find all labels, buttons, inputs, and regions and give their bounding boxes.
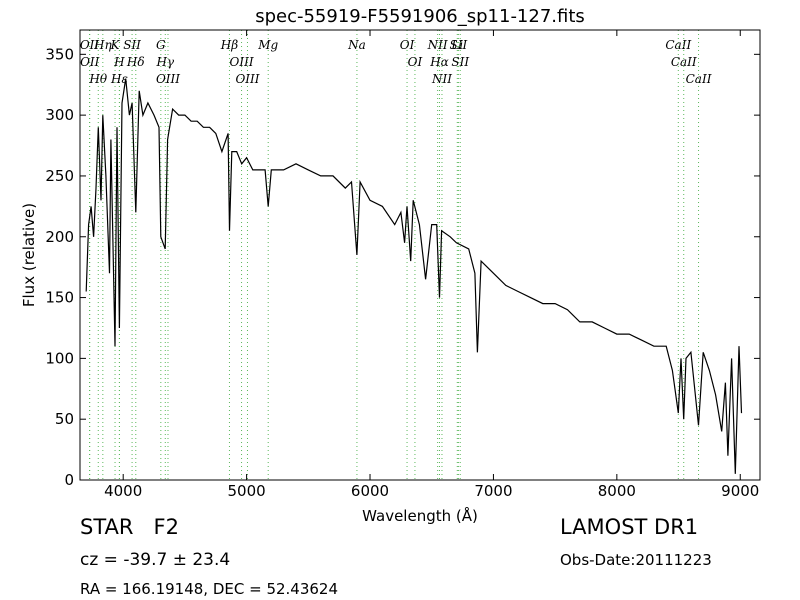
x-axis-label: Wavelength (Å) xyxy=(362,506,478,525)
line-marker-label: OIII xyxy=(156,72,180,86)
x-tick-label: 5000 xyxy=(228,482,266,500)
line-marker-label: Hγ xyxy=(155,55,174,69)
line-marker-label: Hθ xyxy=(88,72,107,86)
line-marker-label: OI xyxy=(400,38,415,52)
line-marker-label: OIII xyxy=(230,55,254,69)
chart-title: spec-55919-F5591906_sp11-127.fits xyxy=(255,6,585,27)
line-marker-label: Hα xyxy=(429,55,449,69)
line-marker-label: Na xyxy=(347,38,366,52)
cz-label: cz = -39.7 ± 23.4 xyxy=(80,550,230,570)
line-marker-label: OII xyxy=(80,55,100,69)
line-marker-label: SII xyxy=(123,38,141,52)
y-tick-label: 50 xyxy=(55,410,74,428)
y-axis-label: Flux (relative) xyxy=(20,203,38,307)
x-tick-label: 4000 xyxy=(104,482,142,500)
line-marker-label: NII xyxy=(431,72,452,86)
line-marker-label: Li xyxy=(450,38,463,52)
line-marker-label: Hη xyxy=(93,38,112,52)
line-marker-label: OI xyxy=(408,55,423,69)
line-marker-label: CaII xyxy=(665,38,691,52)
line-marker-label: G xyxy=(156,38,166,52)
line-marker-label: NII xyxy=(427,38,448,52)
line-marker-label: Hε xyxy=(110,72,128,86)
plot-frame xyxy=(79,29,761,481)
line-marker-label: CaII xyxy=(671,55,697,69)
x-tick-label: 6000 xyxy=(351,482,389,500)
x-tick-label: 7000 xyxy=(474,482,512,500)
y-tick-label: 150 xyxy=(45,289,74,307)
line-marker-label: OII xyxy=(80,38,100,52)
line-marker-label: SII xyxy=(451,55,469,69)
line-marker-label: OIII xyxy=(235,72,259,86)
y-tick-label: 300 xyxy=(45,106,74,124)
line-marker-label: Mg xyxy=(257,38,278,52)
x-tick-label: 8000 xyxy=(598,482,636,500)
date-label: Obs-Date:20111223 xyxy=(560,551,712,569)
coords-label: RA = 166.19148, DEC = 52.43624 xyxy=(80,580,338,598)
line-marker-label: CaII xyxy=(686,72,712,86)
line-marker-label: K xyxy=(110,38,121,52)
line-marker-label: SII xyxy=(450,38,468,52)
x-tick-label: 9000 xyxy=(721,482,759,500)
class-label: STAR F2 xyxy=(80,515,179,539)
line-marker-label: Hβ xyxy=(220,38,238,52)
y-tick-label: 0 xyxy=(64,471,74,489)
spectrum-line xyxy=(85,78,743,474)
y-tick-label: 350 xyxy=(45,45,74,63)
y-tick-label: 100 xyxy=(45,349,74,367)
survey-label: LAMOST DR1 xyxy=(560,515,698,539)
y-tick-label: 200 xyxy=(45,228,74,246)
y-tick-label: 250 xyxy=(45,167,74,185)
line-marker-label: Hδ xyxy=(126,55,145,69)
